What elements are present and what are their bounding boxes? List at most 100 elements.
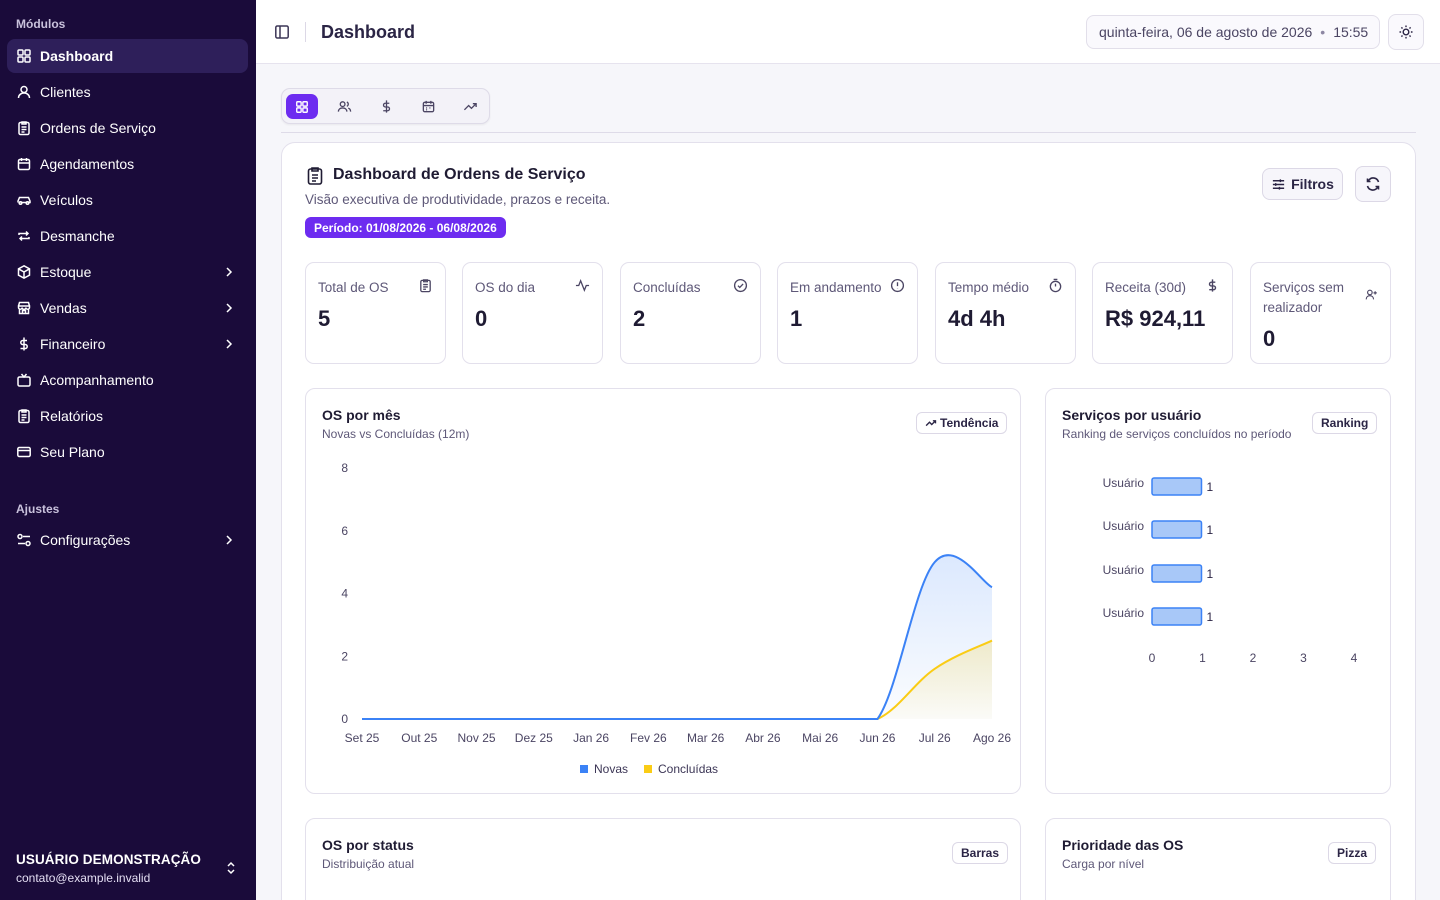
- dollar-icon: [1208, 279, 1217, 292]
- sidebar-item-label: Vendas: [40, 300, 87, 316]
- x-tick-label: 2: [1250, 651, 1257, 665]
- bar-chart: Usuário 1 Usuário 1 Usuário 1 Usuário 1 0 1 2 3 4: [1103, 476, 1358, 665]
- grid-icon: [296, 100, 308, 113]
- theme-toggle-button[interactable]: [1388, 14, 1424, 50]
- x-tick-label: Jan 26: [573, 731, 609, 745]
- sidebar-item-label: Financeiro: [40, 336, 106, 352]
- sidebar-item-relatorios[interactable]: Relatórios: [7, 399, 248, 433]
- time-text: 15:55: [1333, 24, 1369, 40]
- sliders-icon: [16, 532, 32, 548]
- y-tick-label: 6: [341, 524, 348, 538]
- date-separator: •: [1320, 24, 1326, 40]
- tab-clientes[interactable]: [328, 94, 360, 119]
- bar-value-label: 1: [1207, 480, 1214, 494]
- calendar-icon: [16, 156, 32, 172]
- store-icon: [16, 300, 32, 316]
- topbar-divider: [305, 22, 306, 42]
- stat-label: Receita (30d): [1105, 280, 1187, 295]
- x-tick-label: Abr 26: [745, 731, 781, 745]
- x-tick-label: Fev 26: [630, 731, 667, 745]
- stat-value: 4d 4h: [948, 306, 1006, 331]
- sidebar-item-label: Ordens de Serviço: [40, 120, 156, 136]
- timer-icon: [1049, 278, 1062, 293]
- dashboard-title: Dashboard de Ordens de Serviço: [333, 166, 586, 183]
- check-circle-icon: [733, 278, 748, 293]
- sidebar-item-seu-plano[interactable]: Seu Plano: [7, 435, 248, 469]
- bar: [1151, 607, 1203, 626]
- stat-sem-realizador: Serviços sem realizador 0: [1250, 262, 1391, 364]
- stat-value: R$ 924,11: [1105, 306, 1206, 331]
- sidebar-item-label: Seu Plano: [40, 444, 105, 460]
- tv-icon: [16, 372, 32, 388]
- stat-receita: Receita (30d) R$ 924,11: [1092, 262, 1233, 364]
- panel-toggle-icon[interactable]: [274, 24, 290, 40]
- refresh-button[interactable]: [1355, 166, 1391, 202]
- badge-label: Ranking: [1321, 416, 1369, 430]
- stat-em-andamento: Em andamento 1: [777, 262, 918, 364]
- stat-label: Concluídas: [633, 280, 701, 295]
- sidebar-item-label: Relatórios: [40, 408, 104, 424]
- x-tick-label: 0: [1149, 651, 1156, 665]
- sidebar-item-veiculos[interactable]: Veículos: [7, 183, 248, 217]
- legend-label: Concluídas: [658, 762, 719, 776]
- panel-subtitle: Novas vs Concluídas (12m): [322, 427, 470, 441]
- x-tick-label: Mar 26: [687, 731, 725, 745]
- stat-value: 1: [790, 306, 803, 331]
- bar-category-label: Usuário: [1103, 476, 1145, 490]
- users-icon: [337, 101, 351, 112]
- badge-label: Pizza: [1337, 846, 1368, 860]
- dashboard-tabs: [281, 88, 490, 124]
- sidebar-item-dashboard[interactable]: Dashboard: [7, 39, 248, 73]
- chart-legend: Novas Concluídas: [580, 762, 734, 776]
- tab-overview[interactable]: [286, 94, 318, 119]
- sidebar-item-label: Veículos: [40, 192, 93, 208]
- sidebar-item-estoque[interactable]: Estoque: [7, 255, 248, 289]
- legend-item-novas: Novas: [580, 762, 628, 776]
- stat-value: 5: [318, 306, 331, 331]
- stat-label: Serviços sem realizador: [1263, 280, 1345, 315]
- bar-value-label: 1: [1207, 610, 1214, 624]
- chevron-right-icon: [226, 339, 233, 349]
- filters-button[interactable]: Filtros: [1262, 168, 1343, 200]
- sidebar-item-label: Acompanhamento: [40, 372, 154, 388]
- y-tick-label: 4: [341, 587, 348, 601]
- badge-label: Tendência: [940, 416, 999, 430]
- y-tick-label: 0: [341, 712, 348, 726]
- sidebar-item-configuracoes[interactable]: Configurações: [7, 523, 248, 557]
- sidebar-item-label: Configurações: [40, 532, 131, 548]
- bar-category-label: Usuário: [1103, 563, 1145, 577]
- legend-item-concluidas: Concluídas: [644, 762, 718, 776]
- sidebar-item-ordens[interactable]: Ordens de Serviço: [7, 111, 248, 145]
- activity-icon: [575, 279, 590, 292]
- sidebar-item-label: Estoque: [40, 264, 92, 280]
- chevrons-up-down-icon[interactable]: [224, 860, 238, 876]
- tab-agenda[interactable]: [412, 94, 444, 119]
- badge-barras: Barras: [952, 842, 1009, 864]
- legend-swatch: [644, 765, 653, 773]
- stat-label: Total de OS: [318, 280, 389, 295]
- sidebar-item-vendas[interactable]: Vendas: [7, 291, 248, 325]
- stat-tempo-medio: Tempo médio 4d 4h: [935, 262, 1076, 364]
- bar-category-label: Usuário: [1103, 519, 1145, 533]
- panel-subtitle: Distribuição atual: [322, 857, 415, 871]
- dollar-icon: [16, 336, 32, 352]
- period-badge: Período: 01/08/2026 - 06/08/2026: [305, 217, 506, 238]
- sidebar-item-desmanche[interactable]: Desmanche: [7, 219, 248, 253]
- clipboard-icon: [420, 279, 431, 293]
- badge-tendencia: Tendência: [916, 412, 1008, 434]
- sidebar-item-agendamentos[interactable]: Agendamentos: [7, 147, 248, 181]
- tab-tendencias[interactable]: [454, 94, 486, 119]
- tab-financeiro[interactable]: [370, 94, 402, 119]
- calendar-icon: [422, 100, 434, 113]
- dashboard-subtitle: Visão executiva de produtividade, prazos…: [305, 192, 611, 207]
- sidebar-item-financeiro[interactable]: Financeiro: [7, 327, 248, 361]
- stat-label: Em andamento: [790, 280, 882, 295]
- x-tick-label: Jun 26: [859, 731, 895, 745]
- series-novas-line: [362, 554, 993, 720]
- dollar-icon: [382, 100, 390, 113]
- refresh-icon: [1366, 177, 1380, 191]
- sidebar-item-acompanhamento[interactable]: Acompanhamento: [7, 363, 248, 397]
- alert-circle-icon: [890, 278, 905, 293]
- panel-subtitle: Carga por nível: [1062, 857, 1145, 871]
- sidebar-item-clientes[interactable]: Clientes: [7, 75, 248, 109]
